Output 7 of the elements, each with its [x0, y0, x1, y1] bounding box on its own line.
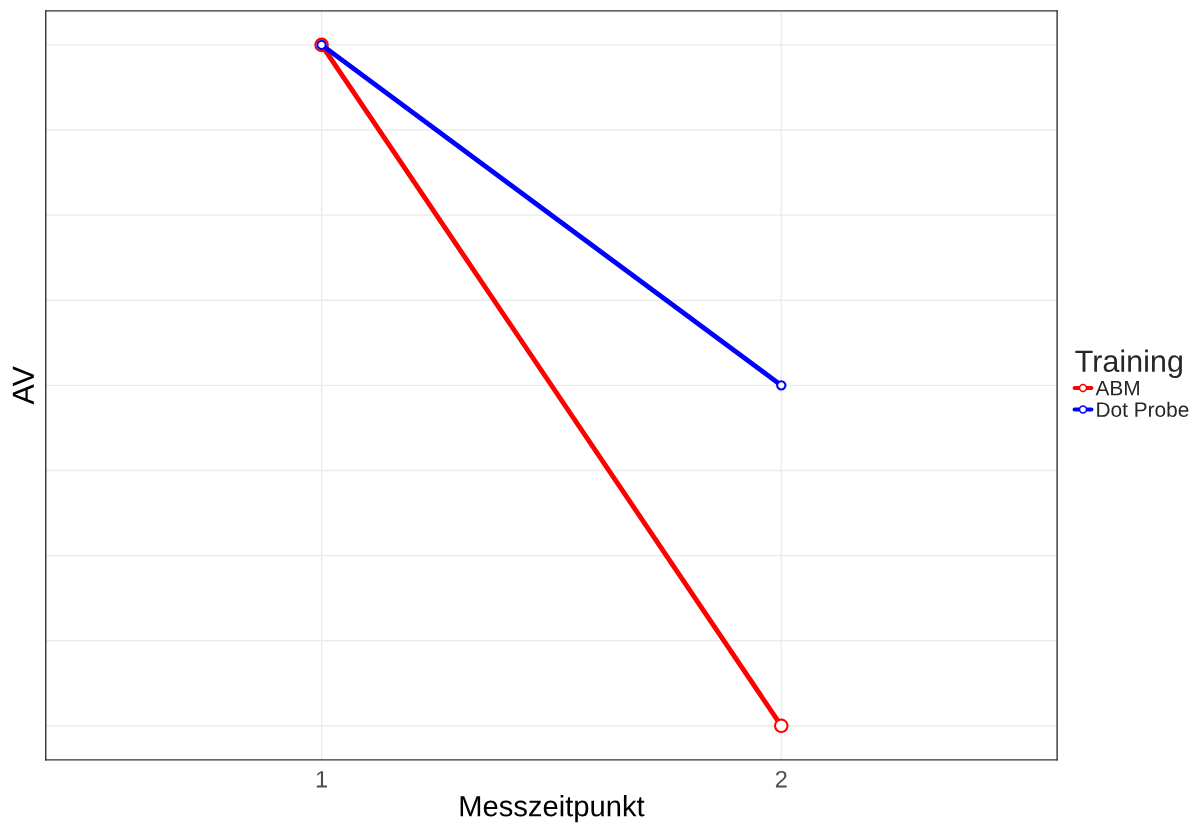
- x-axis-title: Messzeitpunkt: [460, 795, 645, 823]
- legend-label: Dot Probe: [1097, 401, 1189, 417]
- y-axis-title: AV: [12, 366, 34, 405]
- x-tick-label: 1: [316, 771, 327, 788]
- legend-title: Training: [1075, 349, 1182, 379]
- legend-label: ABM: [1095, 380, 1139, 396]
- x-tick-label: 2: [775, 770, 787, 788]
